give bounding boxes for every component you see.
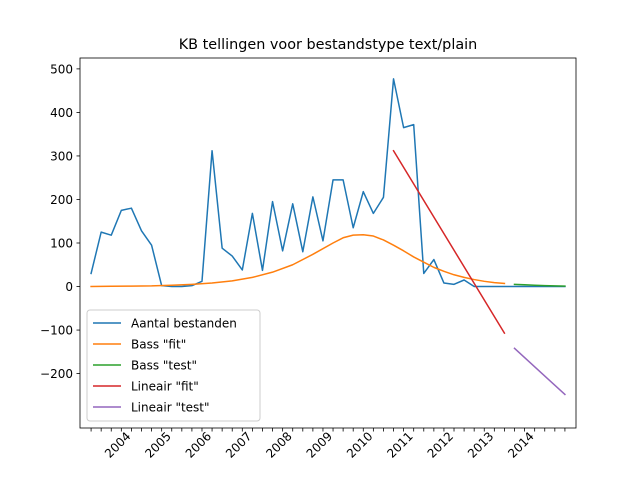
y-tick-label: 0 xyxy=(65,280,73,294)
x-tick-label: 2011 xyxy=(384,429,415,460)
x-tick-label: 2012 xyxy=(425,429,456,460)
x-tick-label: 2008 xyxy=(263,429,294,460)
plot-area xyxy=(90,78,566,396)
x-tick-label: 2014 xyxy=(505,429,536,460)
x-tick-label: 2005 xyxy=(142,429,173,460)
legend-label-1: Bass "fit" xyxy=(131,338,186,352)
x-tick-label: 2010 xyxy=(344,429,375,460)
y-tick-label: 100 xyxy=(50,237,73,251)
chart-title: KB tellingen voor bestandstype text/plai… xyxy=(179,37,478,53)
series-line-1 xyxy=(90,233,506,288)
series-line-4 xyxy=(513,347,566,396)
y-axis: −200 −100 0 100 200 300 400 500 xyxy=(40,62,80,381)
legend: Aantal bestanden Bass "fit" Bass "test" Lin… xyxy=(86,309,261,422)
x-tick-label: 2007 xyxy=(223,429,254,460)
legend-label-3: Lineair "fit" xyxy=(131,380,199,394)
y-tick-label: 200 xyxy=(50,193,73,207)
y-tick-label: 400 xyxy=(50,106,73,120)
legend-label-2: Bass "test" xyxy=(131,359,197,373)
series-line-0 xyxy=(90,78,566,288)
y-tick-label: −100 xyxy=(40,324,73,338)
y-tick-label: −200 xyxy=(40,367,73,381)
x-axis: 2004 2005 2006 2007 2008 2009 2010 2011 2012 2013… xyxy=(90,428,566,461)
x-tick-label: 2006 xyxy=(183,429,214,460)
y-tick-label: 300 xyxy=(50,149,73,163)
legend-label-0: Aantal bestanden xyxy=(131,317,237,331)
series-line-3 xyxy=(392,149,506,335)
legend-label-4: Lineair "test" xyxy=(131,401,210,415)
legend-box xyxy=(86,309,261,422)
x-tick-label: 2004 xyxy=(102,429,133,460)
y-tick-label: 500 xyxy=(50,62,73,76)
series-line-2 xyxy=(513,283,566,287)
x-tick-label: 2009 xyxy=(304,429,335,460)
x-tick-label: 2013 xyxy=(465,429,496,460)
